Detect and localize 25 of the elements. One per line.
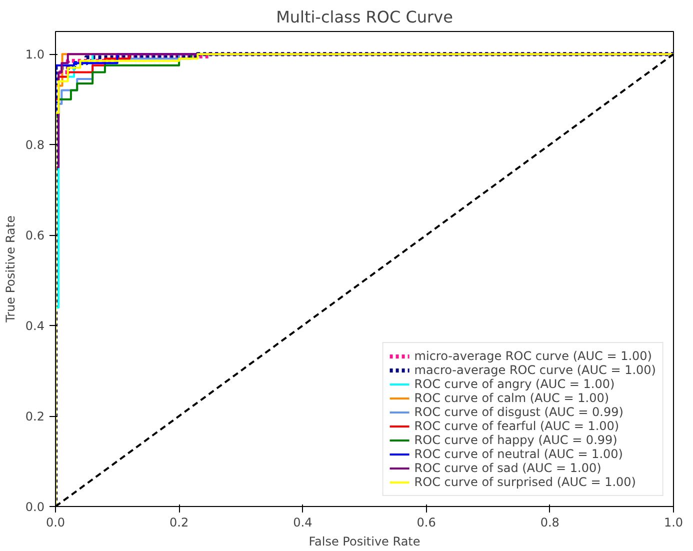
legend-label: ROC curve of angry (AUC = 1.00) xyxy=(414,377,615,391)
legend-label: ROC curve of disgust (AUC = 0.99) xyxy=(414,405,624,419)
y-tick-label: 0.6 xyxy=(25,228,45,243)
chart-title: Multi-class ROC Curve xyxy=(276,8,453,26)
y-tick-label: 0.8 xyxy=(25,138,45,152)
legend-label: ROC curve of calm (AUC = 1.00) xyxy=(414,391,610,405)
legend-label: ROC curve of fearful (AUC = 1.00) xyxy=(414,419,620,433)
y-axis-title: True Positive Rate xyxy=(3,216,18,324)
y-tick-label: 0.4 xyxy=(25,319,45,334)
x-axis-title: False Positive Rate xyxy=(308,534,420,548)
x-tick-label: 1.0 xyxy=(664,516,684,530)
x-tick-label: 0.6 xyxy=(416,516,436,530)
y-tick-label: 0.0 xyxy=(25,500,45,514)
legend-label: ROC curve of neutral (AUC = 1.00) xyxy=(414,447,623,461)
y-tick-label: 0.2 xyxy=(25,410,45,424)
legend-label: ROC curve of happy (AUC = 0.99) xyxy=(414,433,618,447)
legend-label: micro-average ROC curve (AUC = 1.00) xyxy=(414,349,652,363)
legend-label: ROC curve of surprised (AUC = 1.00) xyxy=(414,475,636,489)
legend-label: ROC curve of sad (AUC = 1.00) xyxy=(414,461,602,475)
x-tick-label: 0.2 xyxy=(170,516,189,530)
x-tick-label: 0.8 xyxy=(540,516,560,530)
x-tick-label: 0.4 xyxy=(293,516,312,530)
y-tick-label: 1.0 xyxy=(25,48,45,62)
legend-label: macro-average ROC curve (AUC = 1.00) xyxy=(414,363,656,377)
x-tick-label: 0.0 xyxy=(46,516,66,530)
